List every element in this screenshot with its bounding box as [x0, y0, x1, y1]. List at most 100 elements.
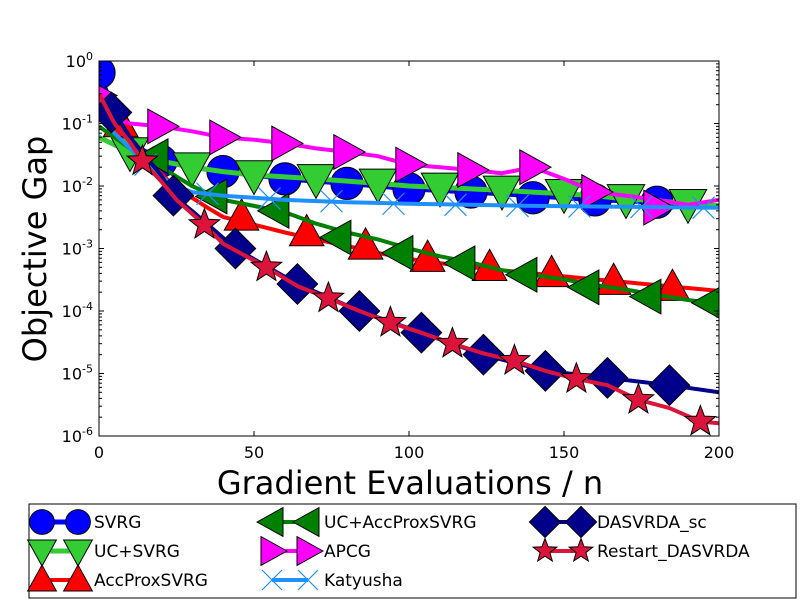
data-point-restart-dasvrda: [559, 361, 594, 394]
legend-label: AccProxSVRG: [94, 571, 208, 591]
legend-marker: [62, 563, 94, 592]
data-point-uc-svrg: [358, 168, 398, 204]
data-point-uc-accproxsvrg: [628, 278, 662, 315]
plot-area: [99, 61, 719, 436]
data-point-katyusha: [568, 195, 591, 218]
legend-entry-restart-dasvrda: Restart_DASVRDA: [531, 537, 750, 563]
x-tick-label: 0: [94, 443, 104, 462]
data-point-apcg: [209, 119, 243, 156]
data-point-restart-dasvrda: [125, 143, 160, 176]
data-point-restart-dasvrda: [311, 280, 346, 313]
legend-marker: [261, 569, 283, 591]
legend-marker: [62, 539, 94, 568]
legend-marker: [255, 506, 284, 538]
legend-entry-svrg: SVRG: [29, 509, 141, 535]
legend-marker: [291, 506, 320, 538]
legend-label: UC+SVRG: [94, 542, 180, 562]
x-tick-label: 50: [244, 443, 264, 462]
data-point-apcg: [147, 108, 181, 145]
legend-label: DASVRDA_sc: [597, 513, 707, 533]
data-point-accproxsvrg: [223, 197, 260, 231]
data-point-katyusha: [444, 193, 467, 217]
data-point-apcg: [519, 149, 553, 186]
legend: SVRG UC+SVRG AccProxSVRG UC+AccProxSVRG APCG…: [26, 503, 797, 599]
legend-label: Katyusha: [324, 571, 403, 591]
legend-marker: [29, 509, 55, 535]
data-point-apcg: [333, 133, 367, 171]
y-tick-label: 10-6: [62, 425, 93, 446]
data-point-apcg: [457, 151, 491, 189]
y-tick-label: 10-1: [62, 113, 93, 134]
legend-entry-accproxsvrg: AccProxSVRG: [26, 563, 208, 592]
data-point-restart-dasvrda: [187, 207, 222, 239]
x-tick-label: 100: [394, 443, 425, 462]
data-point-uc-svrg: [482, 175, 522, 211]
y-tick-label: 10-4: [62, 300, 93, 321]
legend-marker: [65, 509, 91, 535]
data-point-uc-accproxsvrg: [318, 219, 352, 256]
y-tick-label: 10-5: [62, 363, 93, 384]
data-point-uc-svrg: [172, 152, 212, 188]
y-tick-label: 10-2: [62, 175, 93, 196]
data-point-apcg: [271, 125, 305, 162]
legend-label: UC+AccProxSVRG: [324, 513, 477, 533]
data-point-uc-accproxsvrg: [690, 287, 719, 319]
legend-entry-uc-accproxsvrg: UC+AccProxSVRG: [255, 506, 477, 538]
data-point-accproxsvrg: [288, 213, 325, 247]
legend-label: SVRG: [94, 513, 141, 533]
y-axis-label: Objective Gap: [16, 136, 54, 363]
y-tick-label: 100: [66, 50, 93, 71]
data-point-katyusha: [692, 196, 715, 220]
axis-ticks: 0 50 100 150 200 100 10-1 10-2 10-3 10-4 10-5 10-6: [62, 50, 735, 462]
legend-marker: [26, 539, 58, 568]
data-point-svrg: [516, 181, 550, 215]
x-tick-label: 200: [704, 443, 735, 462]
data-point-uc-accproxsvrg: [566, 269, 600, 306]
data-point-uc-accproxsvrg: [504, 256, 538, 293]
data-point-apcg: [395, 146, 429, 183]
legend-marker: [567, 537, 595, 563]
data-point-restart-dasvrda: [373, 305, 408, 337]
data-point-restart-dasvrda: [435, 326, 470, 358]
data-point-restart-dasvrda: [249, 249, 284, 282]
legend-label: APCG: [324, 542, 371, 562]
data-point-uc-accproxsvrg: [442, 245, 476, 282]
data-point-restart-dasvrda: [497, 343, 532, 375]
data-point-katyusha: [258, 187, 281, 210]
legend-label: Restart_DASVRDA: [597, 542, 750, 562]
x-axis-label: Gradient Evaluations / n: [217, 464, 603, 502]
data-point-katyusha: [506, 194, 529, 218]
legend-entry-dasvrda-sc: DASVRDA_sc: [528, 505, 707, 539]
series-uc-svrg: [99, 135, 719, 225]
legend-entry-uc-svrg: UC+SVRG: [26, 539, 180, 568]
legend-marker: [260, 535, 289, 567]
data-point-restart-dasvrda: [621, 382, 656, 414]
data-point-uc-svrg: [234, 160, 274, 196]
data-point-accproxsvrg: [347, 226, 384, 260]
data-point-restart-dasvrda: [683, 404, 718, 436]
data-point-uc-svrg: [296, 164, 336, 200]
series-line-restart-dasvrda: [99, 92, 719, 426]
data-point-svrg: [99, 61, 116, 90]
data-point-dasvrda-sc: [99, 91, 133, 134]
data-point-katyusha: [196, 182, 219, 206]
data-point-uc-svrg: [420, 172, 460, 208]
legend-marker: [297, 569, 319, 591]
data-point-apcg: [581, 173, 615, 211]
data-point-katyusha: [630, 195, 653, 219]
data-point-accproxsvrg: [654, 268, 691, 301]
data-point-dasvrda-sc: [648, 364, 691, 407]
legend-entry-apcg: APCG: [260, 535, 371, 567]
data-point-uc-accproxsvrg: [380, 234, 414, 272]
legend-box: [28, 503, 797, 599]
legend-marker: [26, 563, 58, 592]
legend-marker: [531, 537, 559, 563]
data-point-accproxsvrg: [533, 254, 570, 288]
data-point-katyusha: [382, 192, 405, 216]
x-tick-label: 150: [549, 443, 580, 462]
series-restart-dasvrda: [99, 92, 719, 436]
y-tick-label: 10-3: [62, 238, 93, 259]
data-point-katyusha: [320, 189, 343, 213]
legend-marker: [296, 535, 325, 567]
